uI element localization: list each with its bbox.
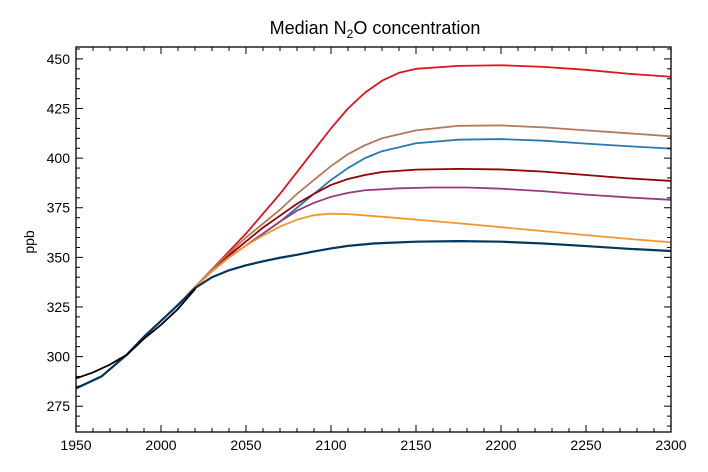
chart-title-subscript: 2 [347,27,354,41]
y-tick-label: 375 [47,200,71,216]
y-tick-label: 350 [47,249,71,265]
chart-title-rest: O concentration [353,18,480,38]
series-line-5 [76,186,671,390]
series-line-1 [76,64,671,390]
chart-title-main: Median N [270,18,347,38]
x-tick-label: 2300 [655,437,686,453]
x-tick-label: 2200 [485,437,516,453]
series-line-6 [76,212,671,390]
y-tick-label: 450 [47,51,71,67]
y-tick-label: 300 [47,349,71,365]
x-tick-label: 1950 [60,437,91,453]
x-tick-label: 2150 [400,437,431,453]
y-tick-label: 400 [47,150,71,166]
series-line-7 [76,239,671,390]
chart-title: Median N2O concentration [270,18,481,41]
series-line-4 [76,167,671,390]
plot-frame [75,46,672,433]
x-tick-label: 2050 [230,437,261,453]
series-line-2 [76,124,671,390]
y-tick-label: 425 [47,101,71,117]
y-axis: 275 300 325 350 375 400 425 450 [47,48,671,427]
x-tick-label: 2250 [570,437,601,453]
x-axis: 1950 2000 2050 2100 2150 2200 2250 2300 [60,47,687,453]
x-tick-label: 2100 [315,437,346,453]
y-tick-label: 275 [47,398,71,414]
series-line-3 [76,138,671,390]
series-line-8 [76,288,196,380]
plot-area [75,46,672,433]
y-tick-label: 325 [47,299,71,315]
y-axis-label: ppb [21,230,37,254]
series-group [76,64,671,390]
x-tick-label: 2000 [145,437,176,453]
